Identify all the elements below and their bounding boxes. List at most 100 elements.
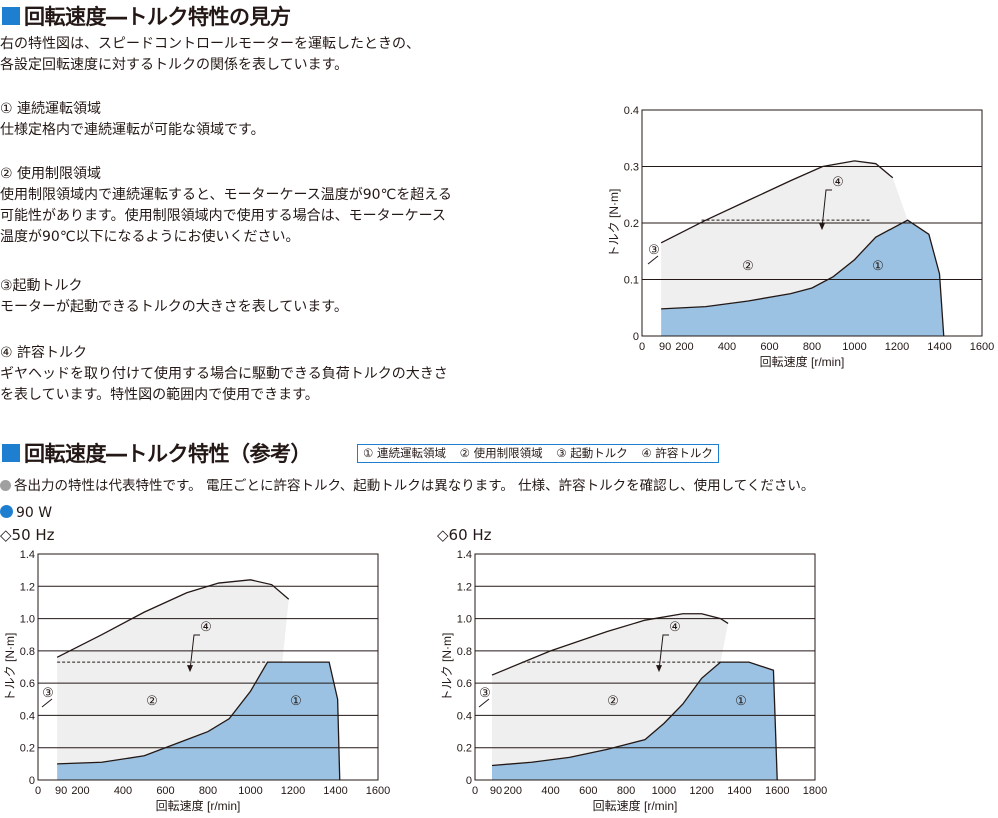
region-label-permissible: ④ [200, 619, 212, 634]
region-label-continuous: ① [290, 693, 302, 708]
x-tick-label: 200 [71, 785, 89, 797]
plot-frame [37, 553, 379, 781]
y-tick-label: 1.0 [20, 614, 35, 626]
x-tick-label: 1600 [765, 785, 789, 797]
x-tick-label: 1800 [803, 785, 827, 797]
model-row: 90 W [0, 505, 52, 521]
x-tick-label: 200 [675, 341, 693, 353]
x-tick-label: 0 [35, 785, 41, 797]
item-line: 可能性があります。使用制限領域内で使用する場合は、モーターケース [0, 208, 446, 224]
limited-region [57, 579, 289, 764]
x-axis-label: 回転速度 [r/min] [760, 354, 845, 369]
starting-leader [647, 255, 659, 265]
region-label-permissible: ④ [669, 619, 681, 634]
item-continuous: ① 連続運転領域 仕様定格内で連続運転が可能な領域です。 [0, 99, 265, 141]
x-tick-label: 1200 [281, 785, 305, 797]
continuous-region [57, 662, 340, 780]
y-tick-label: 1.0 [457, 614, 472, 626]
item-line: 温度が90℃以下になるようにお使いください。 [0, 229, 300, 245]
x-tick-label: 1600 [970, 341, 994, 353]
y-tick-label: 0.2 [20, 743, 35, 755]
x-tick-label: 600 [156, 785, 174, 797]
section1-title: 回転速度―トルク特性の見方 [24, 5, 291, 29]
item-heading: ① 連続運転領域 [0, 101, 102, 117]
region-label-starting: ③ [648, 242, 660, 257]
x-tick-label: 800 [617, 785, 635, 797]
legend-box: ① 連続運転領域 ② 使用制限領域 ③ 起動トルク ④ 許容トルク [357, 444, 719, 463]
blue-square-icon [2, 444, 20, 462]
x-tick-label: 0 [639, 341, 645, 353]
y-axis-label: トルク [N·m] [440, 633, 454, 702]
x-tick-label: 90 [659, 341, 671, 353]
region-label-continuous: ① [735, 693, 747, 708]
permissible-leader [821, 189, 832, 229]
intro-line: 右の特性図は、スピードコントロールモーターを運転したときの、 [0, 36, 420, 52]
limited-region [492, 613, 729, 766]
y-tick-label: 0 [466, 775, 472, 787]
item-line: 仕様定格内で連続運転が可能な領域です。 [0, 122, 265, 138]
permissible-arrow [187, 665, 193, 673]
upper-curve [660, 160, 894, 244]
subtitle-60hz: ◇60 Hz [437, 526, 492, 544]
continuous-curve [491, 661, 778, 781]
legend-item-continuous: ① 連続運転領域 [363, 446, 446, 460]
region-label-continuous: ① [872, 258, 884, 273]
x-tick-label: 1000 [238, 785, 262, 797]
y-tick-label: 0.3 [624, 162, 639, 174]
item-starting: ③起動トルク モーターが起動できるトルクの大きさを表しています。 [0, 276, 348, 318]
y-tick-label: 0.4 [457, 710, 472, 722]
item-line: ギヤヘッドを取り付けて使用する場合に駆動できる負荷トルクの大きさ [0, 366, 448, 382]
y-tick-label: 1.2 [20, 581, 35, 593]
x-tick-label: 400 [718, 341, 736, 353]
x-axis-label: 回転速度 [r/min] [593, 798, 678, 813]
plot-frame [474, 553, 816, 781]
item-heading: ④ 許容トルク [0, 345, 88, 361]
x-tick-label: 200 [504, 785, 522, 797]
intro-line: 各設定回転速度に対するトルクの関係を表しています。 [0, 57, 349, 73]
x-tick-label: 1400 [323, 785, 347, 797]
blue-bullet-icon [0, 505, 13, 518]
region-label-starting: ③ [479, 685, 491, 700]
section2-title: 回転速度―トルク特性（参考） [24, 442, 312, 466]
x-tick-label: 1600 [366, 785, 390, 797]
permissible-leader [189, 634, 200, 671]
x-tick-label: 90 [490, 785, 502, 797]
starting-leader [41, 698, 53, 708]
item-line: を表しています。特性図の範囲内で使用できます。 [0, 387, 319, 403]
legend-item-starting: ③ 起動トルク [556, 446, 628, 460]
permissible-arrow [656, 665, 662, 673]
item-heading: ② 使用制限領域 [0, 166, 102, 182]
x-tick-label: 600 [579, 785, 597, 797]
y-tick-label: 0 [29, 775, 35, 787]
region-label-limited: ② [742, 258, 754, 273]
blue-square-icon [2, 7, 20, 25]
continuous-curve [661, 219, 945, 337]
starting-leader [478, 698, 490, 708]
x-tick-label: 0 [472, 785, 478, 797]
item-limited: ② 使用制限領域 使用制限領域内で連続運転すると、モーターケース温度が90℃を超… [0, 164, 452, 248]
y-tick-label: 0.4 [624, 105, 639, 117]
chart-60hz: 0 0.2 0.4 0.6 0.8 1.0 1.2 1.4 0 90 200 400 600 800 100… [440, 549, 827, 813]
y-axis-label: トルク [N·m] [607, 189, 621, 258]
item-line: 使用制限領域内で連続運転すると、モーターケース温度が90℃を超える [0, 187, 452, 203]
x-tick-label: 1400 [927, 341, 951, 353]
continuous-curve [57, 661, 341, 781]
upper-curve [491, 613, 729, 676]
permissible-arrow [819, 223, 825, 231]
upper-curve [56, 579, 290, 658]
x-tick-label: 90 [55, 785, 67, 797]
y-tick-label: 0.4 [20, 710, 35, 722]
region-label-permissible: ④ [832, 174, 844, 189]
y-axis-label: トルク [N·m] [3, 633, 17, 702]
x-tick-label: 800 [199, 785, 217, 797]
item-heading: ③起動トルク [0, 278, 83, 294]
subtitle-50hz: ◇50 Hz [0, 526, 55, 544]
gray-bullet-icon [0, 480, 11, 491]
y-tick-label: 0 [633, 331, 639, 343]
y-tick-label: 1.4 [20, 549, 35, 561]
section1-heading: 回転速度―トルク特性の見方 [2, 1, 291, 31]
region-label-starting: ③ [42, 685, 54, 700]
x-tick-label: 1200 [885, 341, 909, 353]
note-row: 各出力の特性は代表特性です。 電圧ごとに許容トルク、起動トルクは異なります。 仕… [0, 474, 814, 494]
y-tick-label: 0.2 [457, 743, 472, 755]
